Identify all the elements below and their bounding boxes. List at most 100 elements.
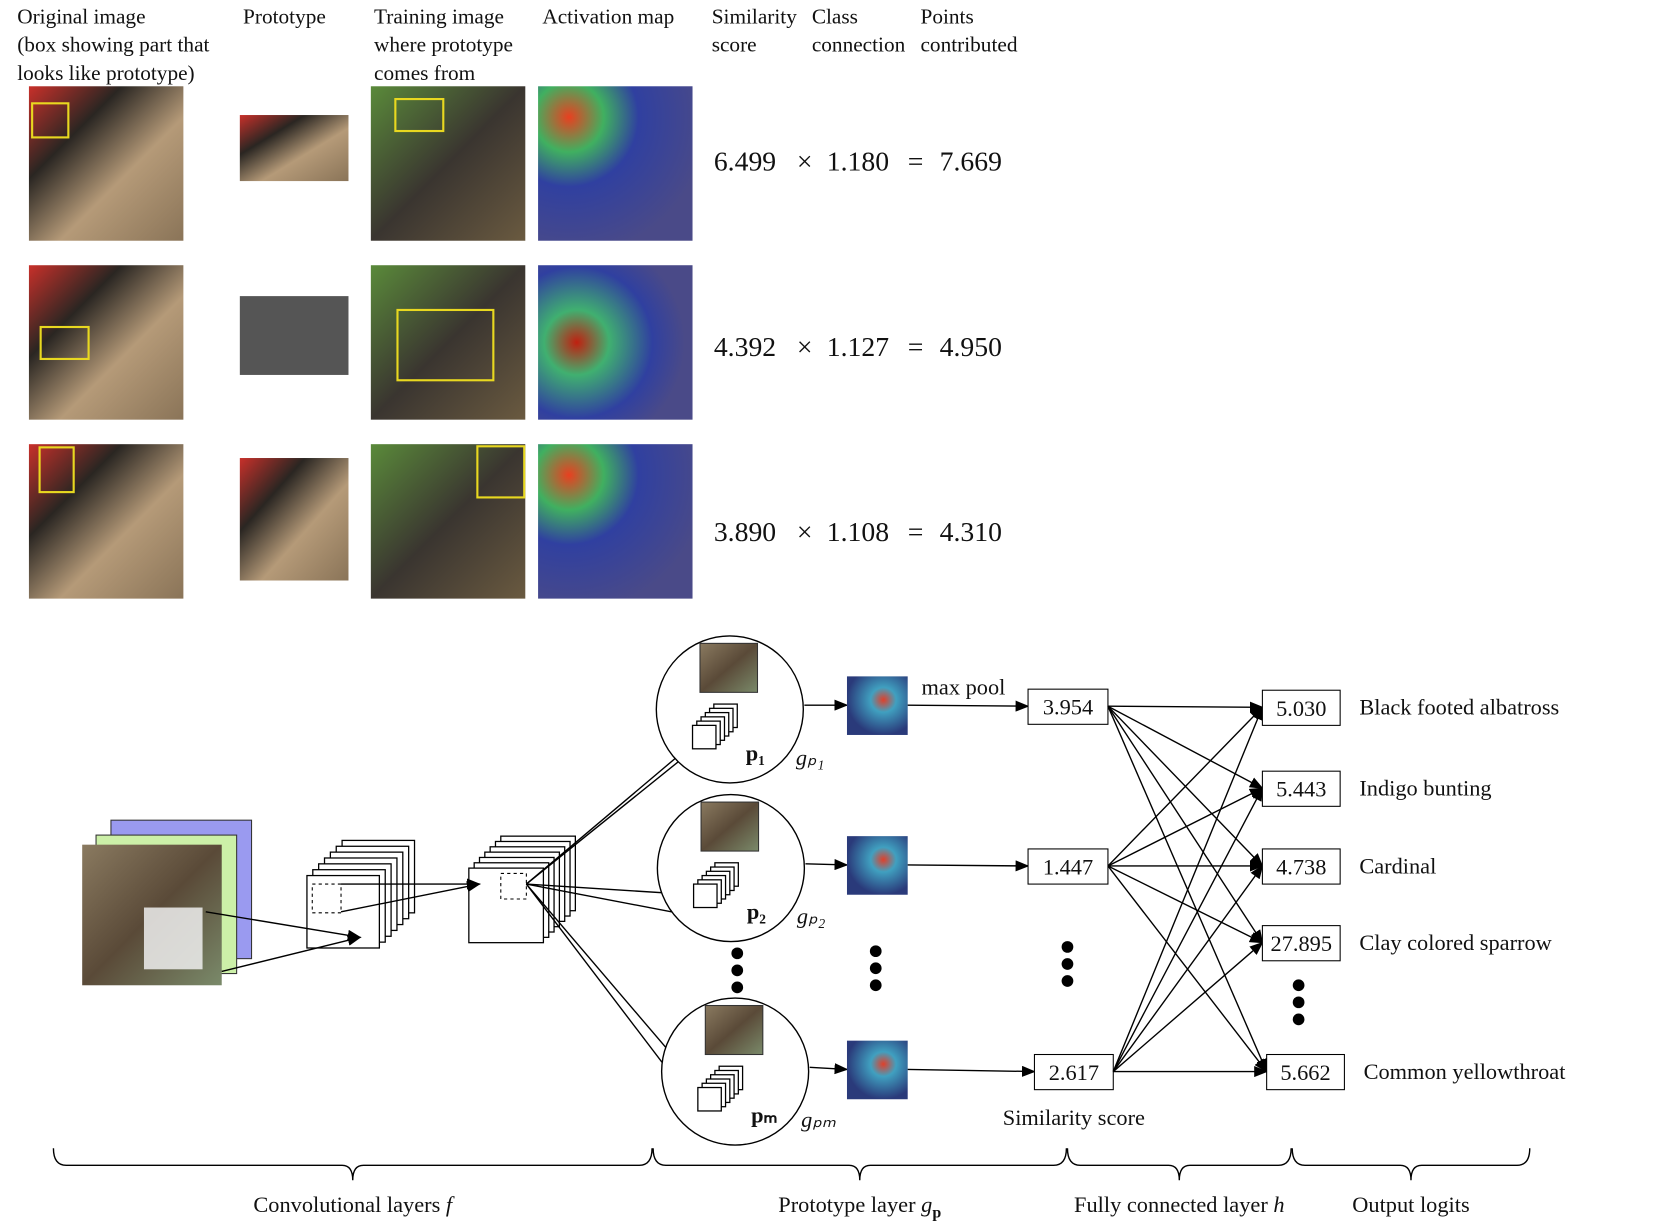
similarity-label: Similarity score <box>1003 1105 1145 1130</box>
patch-region <box>500 872 527 900</box>
class-name: Cardinal <box>1359 853 1436 878</box>
arrow <box>1107 787 1264 867</box>
highlight-box <box>394 97 445 133</box>
column-header: Original image <box>17 4 145 28</box>
brace <box>1066 1148 1292 1181</box>
arrow <box>1107 705 1264 944</box>
prototype-patch <box>699 642 759 693</box>
column-header: connection <box>812 33 906 57</box>
stage-text: Prototype layer <box>778 1192 921 1217</box>
ellipsis-dot <box>731 947 744 960</box>
ellipsis-dot <box>1061 975 1074 987</box>
prototype-name: p₁ <box>746 741 765 766</box>
prototype-layer: gₚₘ <box>801 1107 836 1132</box>
training-image <box>370 444 526 599</box>
stage-subscript: p <box>932 1204 941 1221</box>
logit-box <box>1261 848 1341 885</box>
arrow <box>1107 865 1264 944</box>
times-sign: × <box>797 331 813 362</box>
ellipsis-dot <box>1292 1013 1305 1026</box>
prototype-stack <box>691 724 717 750</box>
highlight-box <box>396 308 495 382</box>
class-connection: 1.127 <box>827 331 889 362</box>
prototype-name: pₘ <box>751 1103 777 1128</box>
ellipsis-dot <box>731 981 744 994</box>
prototype-layer: gₚ₁ <box>796 745 825 770</box>
column-header: where prototype <box>374 33 513 57</box>
column-header: comes from <box>374 61 476 85</box>
arrow <box>1107 705 1268 1073</box>
activation-map <box>846 676 908 735</box>
logit-box <box>1261 770 1341 807</box>
logit-value: 5.443 <box>1276 777 1326 802</box>
ellipsis-dot <box>1292 996 1305 1009</box>
arrow <box>1107 705 1264 789</box>
arrow <box>805 859 849 871</box>
prototype-patch <box>700 801 760 852</box>
logit-value: 4.738 <box>1276 854 1326 879</box>
class-name: Indigo bunting <box>1359 776 1491 801</box>
column-header: contributed <box>920 33 1017 57</box>
ellipsis-dot <box>869 945 882 958</box>
equals-sign: = <box>908 145 924 176</box>
training-image <box>370 86 526 241</box>
arrow <box>205 911 362 941</box>
activation-map <box>538 265 693 420</box>
stage-variable: g <box>921 1192 932 1217</box>
stage-label: Output logits <box>1352 1192 1469 1217</box>
arrow <box>525 751 692 885</box>
arrow <box>1112 786 1264 1072</box>
ellipsis-dot <box>869 962 882 975</box>
arrow <box>907 1065 1036 1077</box>
stage-variable: h <box>1273 1192 1284 1217</box>
brace <box>52 1148 653 1181</box>
similarity-score: 2.617 <box>1049 1060 1099 1085</box>
logit-value: 27.895 <box>1271 931 1333 956</box>
arrow <box>907 860 1030 872</box>
prototype-image <box>239 115 349 182</box>
column-header: looks like prototype) <box>17 61 194 85</box>
equals-sign: = <box>908 516 924 547</box>
times-sign: × <box>797 516 813 547</box>
activation-map <box>846 836 908 895</box>
patch-region <box>311 883 342 914</box>
highlight-box <box>39 325 90 361</box>
column-header: Points <box>920 4 973 28</box>
stage-variable: f <box>446 1192 455 1217</box>
logit-box <box>1261 689 1341 726</box>
arrow <box>526 883 695 920</box>
prototype-image <box>239 296 349 375</box>
similarity-score: 3.890 <box>714 516 776 547</box>
class-name: Clay colored sparrow <box>1359 930 1552 955</box>
max-pool-label: max pool <box>922 674 1006 699</box>
prototype-patch <box>704 1004 764 1056</box>
column-header: (box showing part that <box>17 33 209 57</box>
similarity-score: 1.447 <box>1043 854 1093 879</box>
times-sign: × <box>797 145 813 176</box>
similarity-score: 3.954 <box>1043 695 1093 720</box>
arrow <box>907 700 1030 712</box>
activation-map <box>538 86 693 241</box>
stage-label: Prototype layer gp <box>778 1192 941 1221</box>
training-image <box>370 265 526 420</box>
column-header: Prototype <box>243 4 326 28</box>
ellipsis-dot <box>1061 958 1074 970</box>
ellipsis-dot <box>869 979 882 992</box>
logit-box <box>1266 1053 1345 1091</box>
column-header: Similarity <box>712 4 798 28</box>
arrow <box>1112 941 1264 1073</box>
prototype-stack <box>692 883 718 909</box>
highlight-box <box>31 102 70 139</box>
arrow <box>340 881 481 913</box>
activation-map <box>846 1040 908 1100</box>
brace <box>1291 1148 1531 1181</box>
column-header: Training image <box>374 4 504 28</box>
class-connection: 1.180 <box>827 145 889 176</box>
arrow <box>525 744 692 885</box>
original-image <box>28 444 184 599</box>
points-contributed: 7.669 <box>940 145 1002 176</box>
similarity-score: 4.392 <box>714 331 776 362</box>
ellipsis-dot <box>731 964 744 977</box>
arrow <box>1107 701 1264 713</box>
class-name: Black footed albatross <box>1359 695 1559 720</box>
